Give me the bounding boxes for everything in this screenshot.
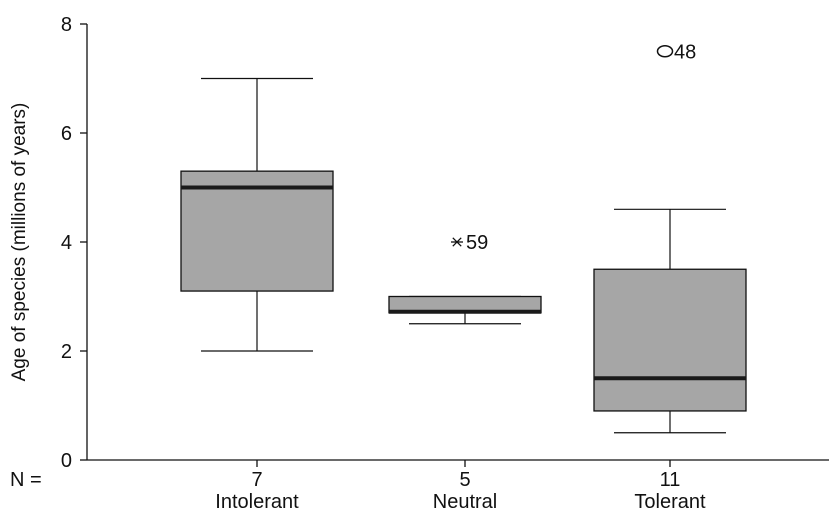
box-series: 59 48 — [180, 41, 747, 434]
category-label: Intolerant — [215, 491, 299, 512]
y-axis-ticks: 0 2 4 6 8 — [61, 14, 87, 472]
n-count-label: 5 — [459, 469, 470, 491]
outlier-label: 59 — [466, 232, 488, 254]
box-group-tolerant: 48 — [593, 41, 747, 434]
y-axis-label: Age of species (millions of years) — [9, 103, 30, 382]
outlier-circle-marker — [656, 45, 674, 58]
n-prefix-label: N = — [10, 469, 42, 491]
y-tick-label: 0 — [61, 450, 72, 472]
y-tick-label: 8 — [61, 14, 72, 36]
n-count-label: 11 — [660, 469, 681, 491]
box-group-intolerant — [180, 77, 334, 352]
y-tick-label: 4 — [61, 232, 72, 254]
y-tick-label: 2 — [61, 341, 72, 363]
category-label: Neutral — [433, 491, 497, 512]
axes — [86, 24, 829, 461]
outlier-label: 48 — [674, 41, 696, 63]
box-group-neutral: 59 — [388, 232, 542, 325]
iqr-box — [180, 170, 334, 292]
category-label: Tolerant — [634, 491, 706, 512]
n-count-label: 7 — [251, 469, 262, 491]
outlier-star-marker — [452, 237, 462, 247]
y-tick-label: 6 — [61, 123, 72, 145]
iqr-box — [593, 268, 747, 412]
